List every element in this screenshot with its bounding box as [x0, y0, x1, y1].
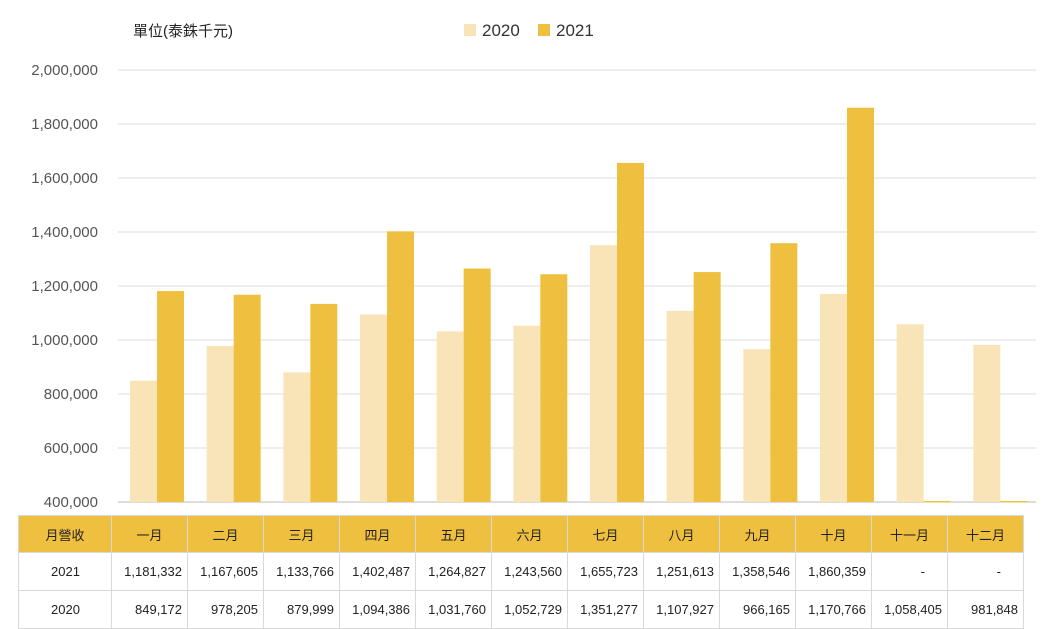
table-cell: 1,181,332: [111, 552, 188, 591]
table-cell: -: [947, 552, 1024, 591]
table-cell: 1,133,766: [263, 552, 340, 591]
table-cell: 879,999: [263, 590, 340, 629]
monthly-revenue-table: 月營收 一月 二月 三月 四月 五月 六月 七月 八月 九月 十月 十一月 十二月 2021 1,181,…: [18, 515, 1024, 629]
gridlines: [118, 69, 1036, 503]
table-header-month: 五月: [415, 515, 492, 553]
y-tick-label: 1,600,000: [31, 170, 98, 187]
table-header-month: 七月: [567, 515, 644, 553]
bar-2021-5: [463, 268, 491, 502]
table-cell: 1,655,723: [567, 552, 644, 591]
table-cell: 849,172: [111, 590, 188, 629]
table-cell: 1,358,546: [719, 552, 796, 591]
table-cell: 981,848: [947, 590, 1024, 629]
legend-label: 2020: [482, 21, 520, 40]
table-header-month: 一月: [111, 515, 188, 553]
table-header-month: 十月: [795, 515, 872, 553]
table-cell: 1,094,386: [339, 590, 416, 629]
table-row: 2020 849,172 978,205 879,999 1,094,386 1,031,…: [18, 590, 1024, 629]
table-header-month: 四月: [339, 515, 416, 553]
table-cell: 1,251,613: [643, 552, 720, 591]
table-header-month: 三月: [263, 515, 340, 553]
bar-2020-11: [896, 324, 924, 502]
bar-2021-11: [923, 501, 951, 503]
table-cell: 978,205: [187, 590, 264, 629]
bar-2021-2: [233, 294, 261, 502]
bar-2021-3: [310, 303, 338, 502]
table-cell: 1,243,560: [491, 552, 568, 591]
table-cell: 1,264,827: [415, 552, 492, 591]
bar-2020-4: [360, 314, 387, 502]
table-header-month: 十一月: [871, 515, 948, 553]
bar-2020-9: [743, 349, 771, 502]
y-tick-label: 800,000: [44, 386, 98, 403]
table-cell: 1,031,760: [415, 590, 492, 629]
table-cell: 1,107,927: [643, 590, 720, 629]
y-tick-label: 2,000,000: [31, 62, 98, 79]
table-header-month: 二月: [187, 515, 264, 553]
y-tick-label: 1,200,000: [31, 278, 98, 295]
y-axis: 2,000,000 1,800,000 1,600,000 1,400,000 1,20…: [31, 62, 98, 511]
table-row-year: 2021: [18, 552, 112, 591]
bar-2021-4: [387, 231, 414, 503]
unit-label: 單位(泰銖千元): [133, 23, 233, 40]
table-cell: -: [871, 552, 948, 591]
table-header-label: 月營收: [18, 515, 112, 553]
bar-2021-6: [540, 274, 568, 502]
table-cell: 1,058,405: [871, 590, 948, 629]
y-tick-label: 600,000: [44, 440, 98, 457]
table-header-month: 六月: [491, 515, 568, 553]
y-tick-label: 1,000,000: [31, 332, 98, 349]
revenue-bar-chart: 單位(泰銖千元) 2020 2021 2,000,000 1,800,000 1,60…: [31, 21, 1036, 511]
bar-2020-7: [590, 245, 617, 502]
legend-swatch: [538, 24, 550, 36]
table-header-month: 十二月: [947, 515, 1024, 553]
bar-2021-12: [1000, 501, 1028, 503]
bar-2020-10: [820, 293, 847, 502]
table-cell: 1,860,359: [795, 552, 872, 591]
bar-2020-5: [436, 331, 464, 502]
bar-2020-3: [283, 372, 311, 502]
bar-2021-7: [617, 162, 644, 503]
legend-swatch: [464, 24, 476, 36]
y-tick-label: 400,000: [44, 494, 98, 511]
table-cell: 1,170,766: [795, 590, 872, 629]
legend-label: 2021: [556, 21, 594, 40]
bar-2020-2: [206, 345, 234, 502]
y-tick-label: 1,400,000: [31, 224, 98, 241]
table-body: 2021 1,181,332 1,167,605 1,133,766 1,402,487…: [18, 552, 1024, 629]
bar-2021-9: [770, 243, 798, 503]
y-tick-label: 1,800,000: [31, 116, 98, 133]
table-row: 2021 1,181,332 1,167,605 1,133,766 1,402,487…: [18, 552, 1024, 591]
table-cell: 966,165: [719, 590, 796, 629]
bars: [130, 107, 1028, 503]
table-header-month: 九月: [719, 515, 796, 553]
bar-2020-8: [666, 310, 694, 502]
bar-2020-1: [130, 380, 157, 502]
table-header-row: 月營收 一月 二月 三月 四月 五月 六月 七月 八月 九月 十月 十一月 十二月: [18, 515, 1024, 553]
bar-2021-1: [157, 291, 184, 502]
table-cell: 1,167,605: [187, 552, 264, 591]
table-cell: 1,351,277: [567, 590, 644, 629]
bar-2020-6: [513, 325, 541, 502]
table-cell: 1,402,487: [339, 552, 416, 591]
table-cell: 1,052,729: [491, 590, 568, 629]
legend: 2020 2021: [464, 21, 594, 40]
bar-2020-12: [973, 344, 1001, 502]
bar-2021-10: [847, 107, 874, 503]
bar-2021-8: [693, 272, 721, 502]
table-row-year: 2020: [18, 590, 112, 629]
table-header-month: 八月: [643, 515, 720, 553]
